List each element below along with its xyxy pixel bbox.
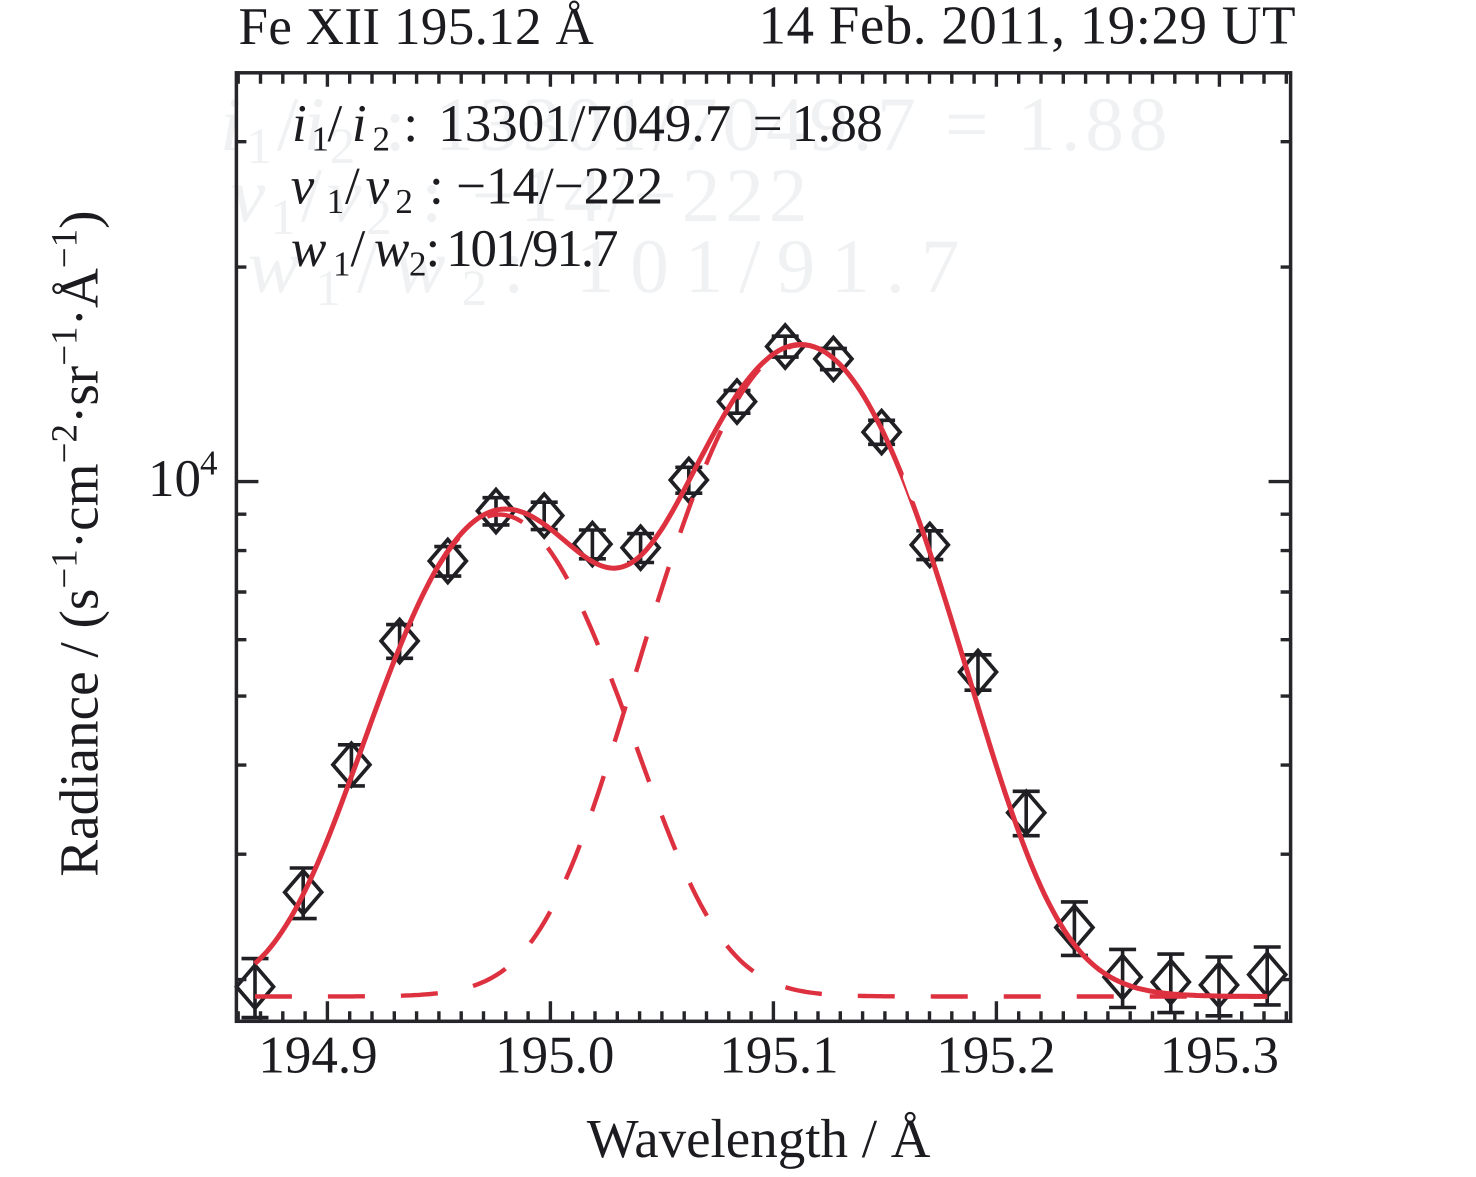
svg-text:i: i — [292, 95, 307, 153]
svg-text:v: v — [366, 158, 390, 216]
svg-text:195.2: 195.2 — [936, 1026, 1055, 1084]
svg-text:1.88: 1.88 — [792, 95, 883, 153]
svg-text:Fe XII 195.12 Å: Fe XII 195.12 Å — [239, 0, 595, 56]
svg-text:2: 2 — [395, 182, 413, 221]
svg-text:Radiance / (s−1·cm−2·sr−1·Å−1): Radiance / (s−1·cm−2·sr−1·Å−1) — [45, 210, 110, 876]
svg-text:=: = — [753, 95, 783, 153]
svg-text:2: 2 — [373, 120, 391, 159]
svg-text:/: / — [328, 95, 343, 153]
svg-text:2: 2 — [409, 245, 427, 284]
svg-text:/: / — [351, 220, 366, 278]
svg-text:13301/7049.7: 13301/7049.7 — [438, 95, 731, 153]
svg-text:v: v — [291, 158, 315, 216]
svg-text:4: 4 — [200, 443, 218, 482]
svg-text:14 Feb. 2011, 19:29 UT: 14 Feb. 2011, 19:29 UT — [759, 0, 1297, 56]
svg-text:195.0: 195.0 — [495, 1026, 614, 1084]
svg-text:−14/−222: −14/−222 — [456, 158, 663, 216]
svg-text:101/91.7: 101/91.7 — [446, 220, 618, 278]
svg-text:i: i — [352, 95, 367, 153]
svg-text:w1/w2: 101/91.7: w1/w2: 101/91.7 — [248, 223, 975, 317]
svg-text:195.3: 195.3 — [1160, 1026, 1279, 1084]
svg-text:1: 1 — [311, 120, 329, 159]
svg-text:195.1: 195.1 — [719, 1026, 838, 1084]
svg-text:1: 1 — [333, 245, 351, 284]
svg-text:1: 1 — [327, 182, 345, 221]
svg-text:Wavelength / Å: Wavelength / Å — [587, 1108, 931, 1169]
svg-text:/: / — [345, 158, 360, 216]
svg-text:194.9: 194.9 — [258, 1026, 377, 1084]
svg-text:w: w — [291, 220, 326, 278]
svg-text:i1/i2 : 13301/7049.7 = 1.88: i1/i2 : 13301/7049.7 = 1.88 — [220, 81, 1172, 175]
svg-text:w: w — [374, 220, 409, 278]
svg-text::: : — [429, 158, 444, 216]
svg-text::: : — [403, 95, 418, 153]
svg-text:10: 10 — [148, 450, 201, 508]
svg-text::: : — [426, 220, 441, 278]
